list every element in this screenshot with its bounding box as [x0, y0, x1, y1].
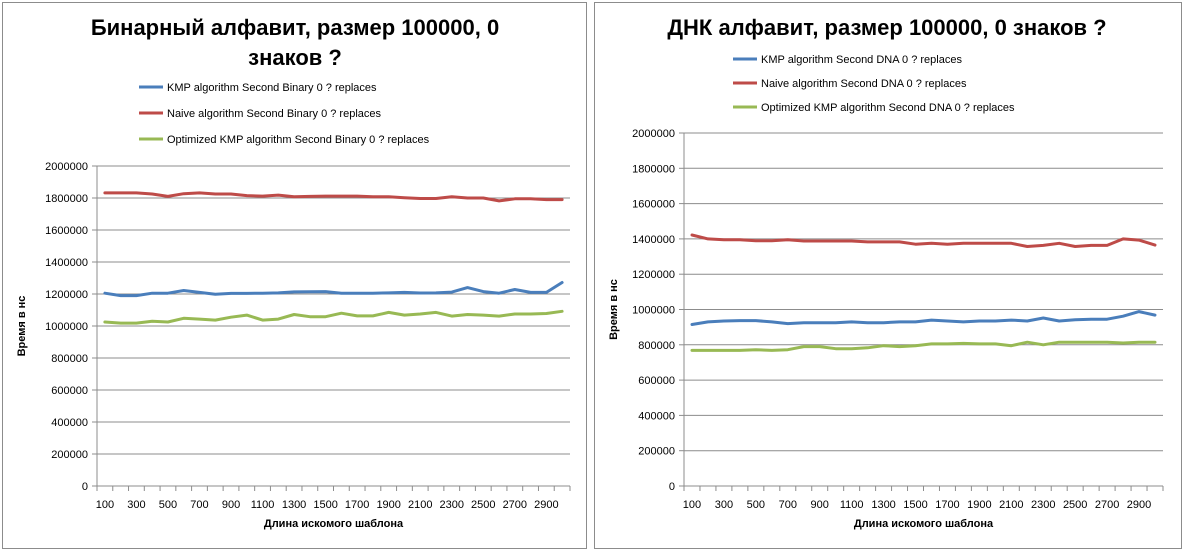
dna-y-tick-label-1600000: 1600000 [632, 199, 675, 211]
dna-y-tick-label-200000: 200000 [638, 446, 675, 458]
dna-y-tick-label-800000: 800000 [638, 340, 675, 352]
binary-x-tick-label-2300: 2300 [440, 499, 464, 511]
dna-x-tick-label-900: 900 [811, 499, 829, 511]
binary-chart-title-line-1: Бинарный алфавит, размер 100000, 0 [91, 15, 499, 40]
binary-x-tick-label-2500: 2500 [471, 499, 495, 511]
dna-series-line-1 [690, 310, 1157, 326]
binary-y-tick-label-1400000: 1400000 [45, 257, 88, 269]
dna-y-tick-label-600000: 600000 [638, 375, 675, 387]
binary-y-tick-label-1000000: 1000000 [45, 321, 88, 333]
dna-x-tick-label-1300: 1300 [871, 499, 895, 511]
binary-x-tick-label-2900: 2900 [534, 499, 558, 511]
binary-y-tick-label-2000000: 2000000 [45, 161, 88, 173]
dna-x-tick-label-2900: 2900 [1127, 499, 1151, 511]
binary-x-tick-label-2700: 2700 [503, 499, 527, 511]
binary-x-tick-label-1700: 1700 [345, 499, 369, 511]
binary-y-tick-label-200000: 200000 [51, 449, 88, 461]
binary-x-tick-label-1100: 1100 [251, 499, 275, 511]
binary-x-tick-label-1500: 1500 [313, 499, 337, 511]
binary-y-tick-label-1600000: 1600000 [45, 225, 88, 237]
binary-x-tick-label-2100: 2100 [408, 499, 432, 511]
binary-x-axis-title: Длина искомого шаблона [264, 518, 404, 530]
binary-x-tick-label-1900: 1900 [376, 499, 400, 511]
dna-y-axis-title: Время в нс [608, 279, 620, 340]
dna-x-tick-label-300: 300 [715, 499, 733, 511]
binary-x-tick-label-500: 500 [159, 499, 177, 511]
binary-y-tick-label-600000: 600000 [51, 385, 88, 397]
binary-y-tick-label-400000: 400000 [51, 417, 88, 429]
binary-series-line-3 [103, 309, 564, 325]
binary-y-tick-label-1200000: 1200000 [45, 289, 88, 301]
dna-x-tick-label-2100: 2100 [999, 499, 1023, 511]
binary-x-tick-label-100: 100 [96, 499, 114, 511]
dna-x-tick-label-700: 700 [779, 499, 797, 511]
dna-x-tick-label-1100: 1100 [840, 499, 864, 511]
dna-y-tick-label-1800000: 1800000 [632, 163, 675, 175]
dna-x-tick-label-500: 500 [747, 499, 765, 511]
dna-y-tick-label-1400000: 1400000 [632, 234, 675, 246]
dna-y-tick-label-400000: 400000 [638, 410, 675, 422]
binary-y-tick-label-1800000: 1800000 [45, 193, 88, 205]
dna-y-tick-label-1200000: 1200000 [632, 269, 675, 281]
binary-x-tick-label-900: 900 [222, 499, 240, 511]
chart-binary: Бинарный алфавит, размер 100000, 0 знаков… [16, 15, 571, 530]
dna-legend-label-1: KMP algorithm Second DNA 0 ? replaces [761, 54, 962, 66]
binary-legend-label-3: Optimized KMP algorithm Second Binary 0 … [167, 134, 430, 146]
binary-legend-label-2: Naive algorithm Second Binary 0 ? replac… [167, 108, 382, 120]
dna-x-tick-label-100: 100 [683, 499, 701, 511]
dna-series-line-3 [690, 340, 1157, 352]
dna-series-line-2 [690, 233, 1157, 248]
binary-x-tick-label-300: 300 [127, 499, 145, 511]
dna-y-tick-label-0: 0 [669, 481, 675, 493]
dna-legend-label-2: Naive algorithm Second DNA 0 ? replaces [761, 78, 967, 90]
dna-x-axis-title: Длина искомого шаблона [854, 518, 994, 530]
dna-legend-label-3: Optimized KMP algorithm Second DNA 0 ? r… [761, 102, 1015, 114]
chart-panel-binary: Бинарный алфавит, размер 100000, 0 знаков… [2, 2, 587, 549]
dna-x-tick-label-2500: 2500 [1063, 499, 1087, 511]
binary-y-axis-title: Время в нс [16, 296, 28, 357]
binary-series-line-2 [103, 191, 564, 203]
binary-x-tick-label-1300: 1300 [282, 499, 306, 511]
binary-legend-label-1: KMP algorithm Second Binary 0 ? replaces [167, 82, 377, 94]
dna-x-tick-label-1900: 1900 [967, 499, 991, 511]
dna-x-tick-label-1500: 1500 [903, 499, 927, 511]
binary-y-tick-label-0: 0 [82, 481, 88, 493]
binary-chart-title-line-2: знаков ? [248, 45, 342, 70]
binary-y-tick-label-800000: 800000 [51, 353, 88, 365]
binary-x-tick-label-700: 700 [190, 499, 208, 511]
dna-x-tick-label-2300: 2300 [1031, 499, 1055, 511]
chart-panel-dna: ДНК алфавит, размер 100000, 0 знаков ? KM… [594, 2, 1182, 549]
binary-series-line-1 [103, 281, 564, 298]
chart-dna: ДНК алфавит, размер 100000, 0 знаков ? KM… [608, 15, 1164, 530]
dna-chart-title-line-1: ДНК алфавит, размер 100000, 0 знаков ? [667, 15, 1106, 40]
dna-y-tick-label-1000000: 1000000 [632, 305, 675, 317]
dna-x-tick-label-1700: 1700 [935, 499, 959, 511]
dna-y-tick-label-2000000: 2000000 [632, 128, 675, 140]
dna-x-tick-label-2700: 2700 [1095, 499, 1119, 511]
